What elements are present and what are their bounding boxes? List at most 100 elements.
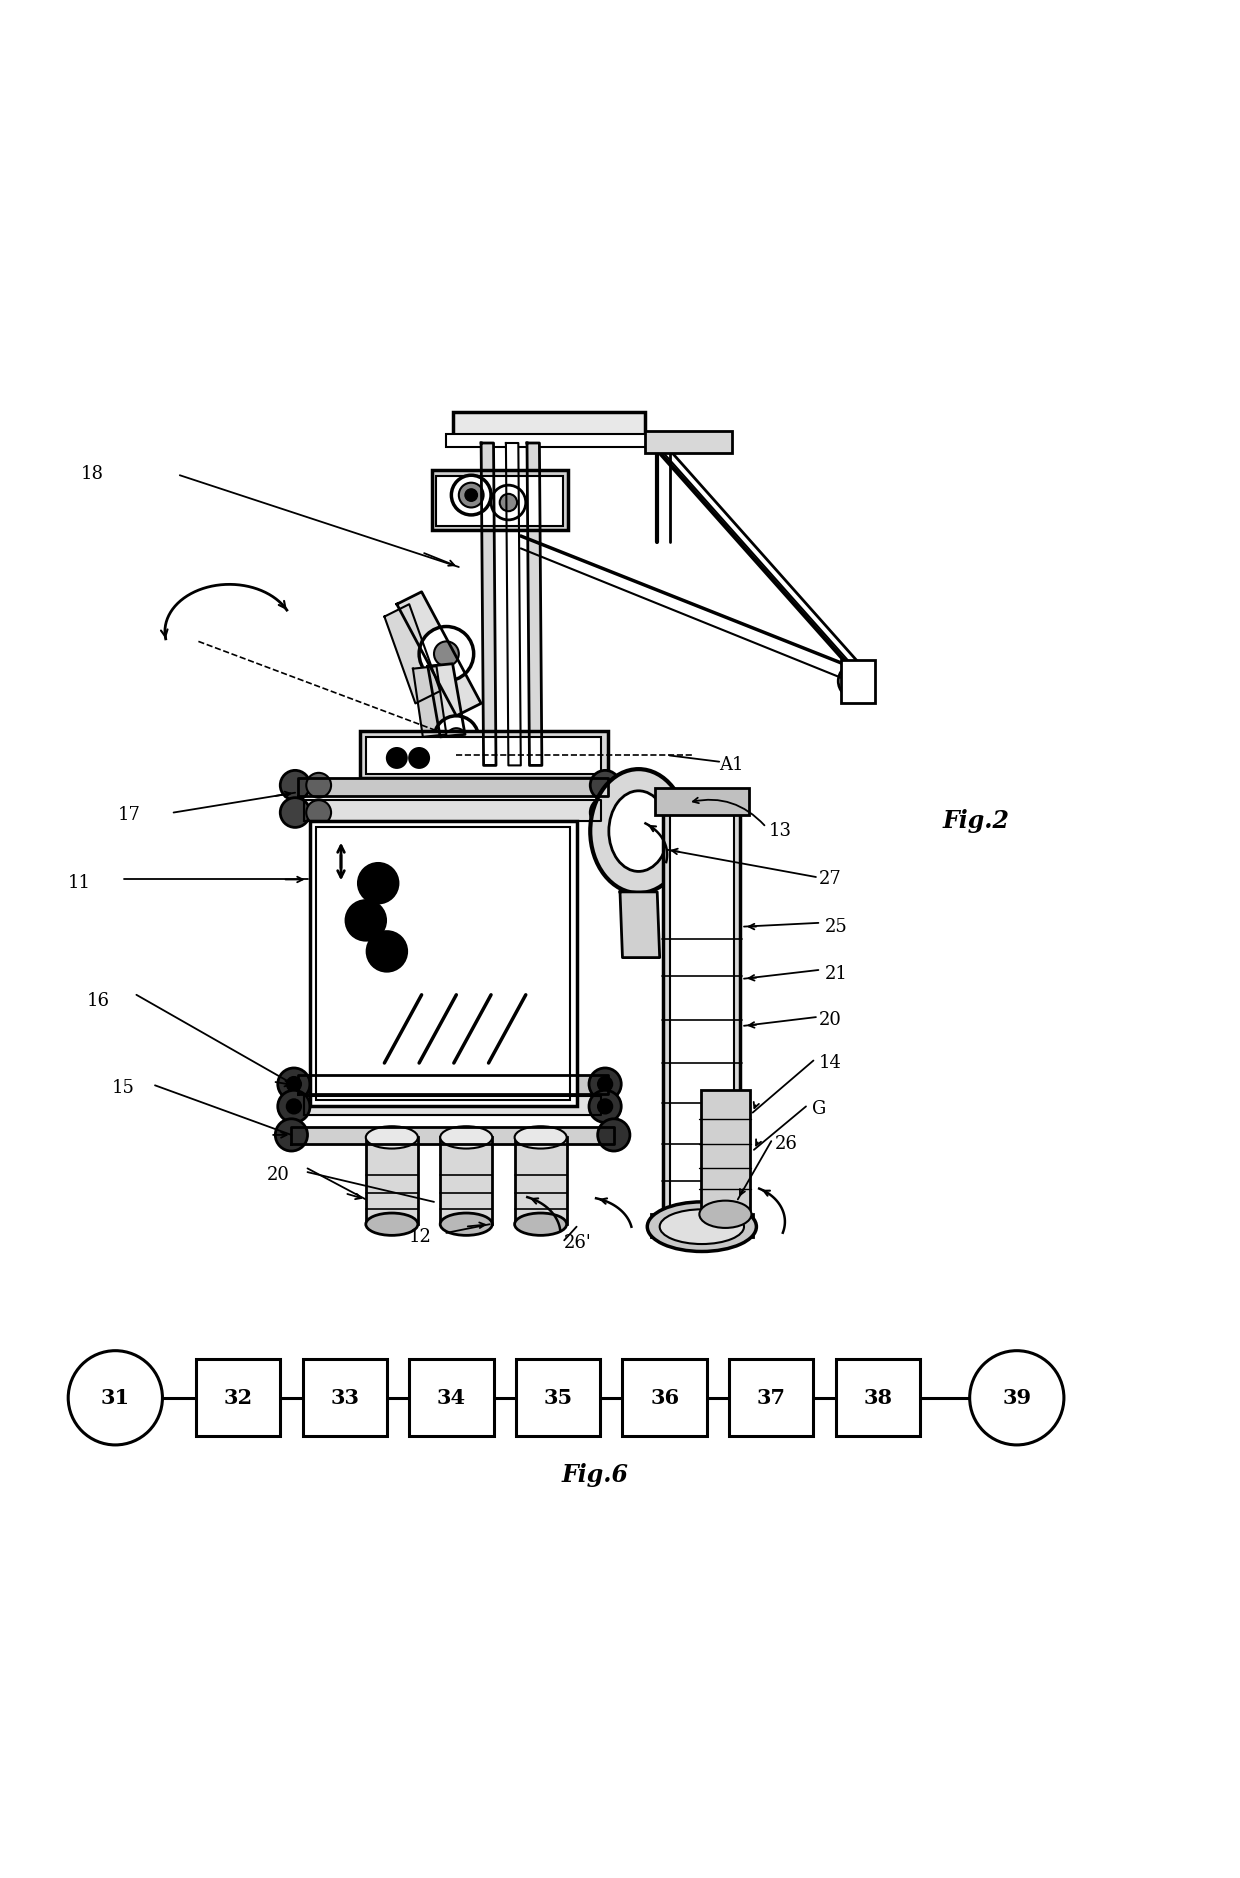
Text: 14: 14 [818, 1054, 841, 1072]
Ellipse shape [660, 1209, 744, 1243]
Circle shape [589, 1069, 621, 1101]
Polygon shape [291, 1127, 614, 1144]
Circle shape [500, 494, 517, 511]
Polygon shape [527, 443, 542, 766]
Text: 38: 38 [863, 1388, 893, 1408]
Bar [303, 1360, 387, 1437]
Circle shape [280, 770, 310, 800]
Bar [701, 1091, 750, 1215]
Text: G: G [812, 1101, 826, 1117]
Bar [516, 1360, 600, 1437]
Text: 12: 12 [409, 1228, 432, 1245]
Circle shape [367, 931, 407, 971]
Text: 37: 37 [756, 1388, 786, 1408]
Ellipse shape [515, 1213, 567, 1236]
Text: 20: 20 [818, 1010, 841, 1029]
Circle shape [459, 483, 484, 507]
Polygon shape [298, 1076, 608, 1095]
Ellipse shape [647, 1202, 756, 1251]
Circle shape [491, 485, 526, 520]
Circle shape [848, 674, 863, 689]
Circle shape [278, 1091, 310, 1123]
Text: 26: 26 [775, 1134, 797, 1153]
Circle shape [409, 747, 429, 768]
Text: 39: 39 [1002, 1388, 1032, 1408]
Circle shape [446, 729, 466, 747]
Polygon shape [481, 443, 496, 766]
Circle shape [451, 475, 491, 515]
Ellipse shape [515, 1127, 567, 1149]
Bar [310, 821, 577, 1106]
Polygon shape [298, 777, 608, 796]
Polygon shape [506, 443, 521, 766]
Bar [196, 1360, 280, 1437]
Circle shape [838, 663, 873, 699]
Circle shape [598, 1099, 613, 1114]
Ellipse shape [970, 1350, 1064, 1444]
Text: 31: 31 [100, 1388, 130, 1408]
Bar [409, 1360, 494, 1437]
Circle shape [278, 1069, 310, 1101]
Text: 25: 25 [825, 918, 847, 935]
Bar [651, 1215, 753, 1236]
Text: 16: 16 [87, 992, 110, 1010]
Bar [453, 411, 645, 443]
Text: 15: 15 [112, 1078, 134, 1097]
Circle shape [306, 774, 331, 798]
Circle shape [598, 1076, 613, 1091]
Ellipse shape [440, 1127, 492, 1149]
Ellipse shape [609, 791, 668, 871]
Text: 21: 21 [825, 965, 847, 982]
Text: 17: 17 [118, 806, 140, 824]
Ellipse shape [590, 770, 687, 894]
Polygon shape [397, 592, 481, 716]
Polygon shape [428, 663, 465, 736]
Circle shape [275, 1119, 308, 1151]
Ellipse shape [699, 1200, 751, 1228]
Bar [432, 470, 568, 530]
Bar [663, 806, 740, 1226]
Ellipse shape [440, 1213, 492, 1236]
Bar [446, 434, 651, 447]
Text: 36: 36 [650, 1388, 680, 1408]
Circle shape [286, 1099, 301, 1114]
Ellipse shape [68, 1350, 162, 1444]
Circle shape [465, 488, 477, 501]
Circle shape [434, 642, 459, 667]
Circle shape [346, 901, 386, 941]
Circle shape [590, 798, 620, 828]
Circle shape [280, 798, 310, 828]
Circle shape [358, 864, 398, 903]
Text: 20: 20 [267, 1166, 289, 1183]
Polygon shape [304, 800, 601, 821]
Bar [836, 1360, 920, 1437]
Bar [440, 1138, 492, 1224]
Polygon shape [304, 1097, 601, 1116]
Ellipse shape [366, 1213, 418, 1236]
Text: 32: 32 [223, 1388, 253, 1408]
Polygon shape [620, 892, 660, 958]
Bar [360, 731, 608, 777]
Circle shape [387, 747, 407, 768]
Bar [729, 1360, 813, 1437]
Text: 34: 34 [436, 1388, 466, 1408]
Circle shape [590, 770, 620, 800]
Bar [655, 787, 749, 815]
Text: Fig.2: Fig.2 [942, 809, 1009, 834]
Bar [366, 1138, 418, 1224]
Bar [515, 1138, 567, 1224]
Bar [366, 736, 601, 774]
Text: 13: 13 [769, 823, 792, 839]
Bar [622, 1360, 707, 1437]
Text: A1: A1 [719, 757, 744, 774]
Circle shape [598, 1119, 630, 1151]
Text: 26': 26' [564, 1234, 591, 1253]
Text: 18: 18 [81, 466, 104, 483]
Text: 35: 35 [543, 1388, 573, 1408]
Text: 11: 11 [68, 873, 92, 892]
Text: 27: 27 [818, 871, 841, 888]
Circle shape [286, 1076, 301, 1091]
Bar [670, 809, 734, 1223]
Bar [841, 659, 875, 704]
Text: Fig.6: Fig.6 [562, 1463, 629, 1487]
